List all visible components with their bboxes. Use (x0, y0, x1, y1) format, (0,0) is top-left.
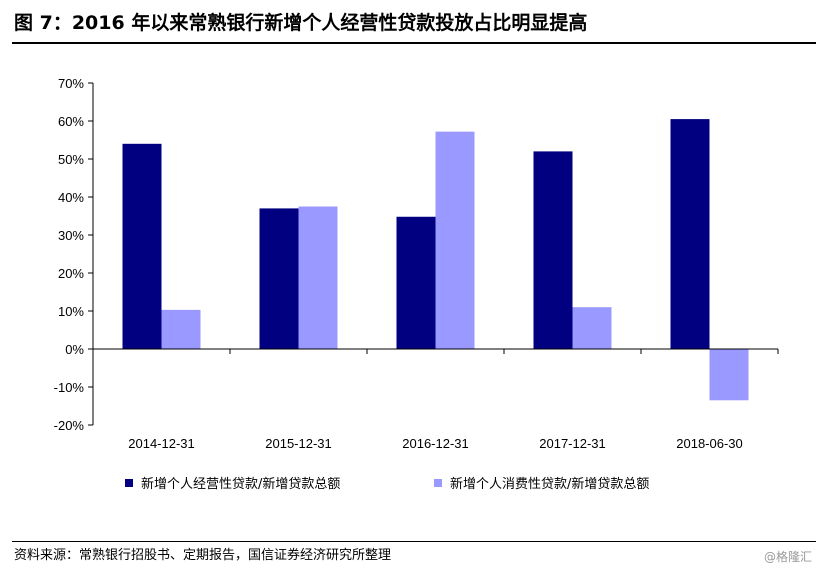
chart-title: 图 7：2016 年以来常熟银行新增个人经营性贷款投放占比明显提高 (14, 12, 588, 34)
bar-series-2 (435, 131, 475, 349)
bar-series-1 (533, 151, 573, 349)
y-tick-label: 40% (58, 190, 84, 205)
legend-label-2: 新增个人消费性贷款/新增贷款总额 (450, 476, 649, 492)
y-tick-label: 30% (58, 228, 84, 243)
bar-series-1 (122, 143, 162, 349)
x-tick-label: 2015-12-31 (265, 436, 332, 451)
y-tick-label: -10% (54, 380, 85, 395)
legend-label-1: 新增个人经营性贷款/新增贷款总额 (141, 476, 340, 492)
x-tick-label: 2016-12-31 (402, 436, 469, 451)
footer-rule (12, 541, 816, 542)
y-tick-label: 20% (58, 266, 84, 281)
legend-swatch-2 (434, 479, 442, 487)
y-tick-label: 0% (65, 342, 84, 357)
bar-series-1 (396, 216, 436, 349)
y-tick-label: 10% (58, 304, 84, 319)
y-tick-label: 50% (58, 152, 84, 167)
bar-series-2 (298, 206, 338, 349)
bar-series-2 (161, 309, 201, 349)
bar-series-1 (670, 119, 710, 349)
title-rule (12, 42, 816, 44)
x-tick-label: 2018-06-30 (676, 436, 743, 451)
bar-series-2 (572, 307, 612, 349)
watermark: @格隆汇 (763, 550, 812, 564)
source-note: 资料来源：常熟银行招股书、定期报告，国信证券经济研究所整理 (14, 548, 392, 563)
y-tick-label: 70% (58, 76, 84, 91)
bar-series-2 (709, 349, 749, 401)
y-tick-label: -20% (54, 418, 85, 433)
x-tick-label: 2017-12-31 (539, 436, 606, 451)
legend-swatch-1 (125, 479, 133, 487)
x-tick-label: 2014-12-31 (128, 436, 195, 451)
y-tick-label: 60% (58, 114, 84, 129)
bar-series-1 (259, 208, 299, 349)
